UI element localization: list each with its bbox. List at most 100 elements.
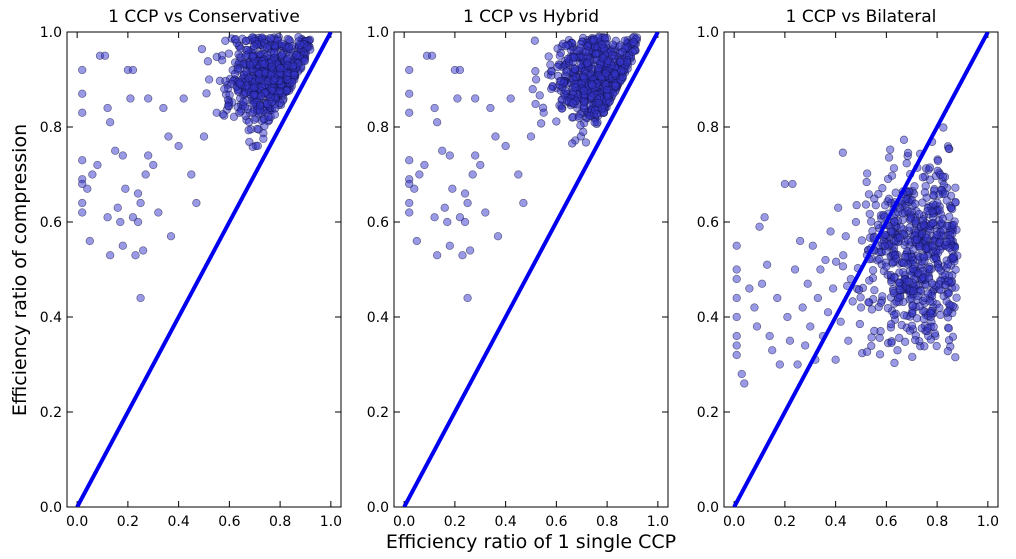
- data-point-cloud: [568, 98, 577, 108]
- data-point-cloud: [570, 64, 579, 73]
- data-point-cloud: [253, 141, 262, 151]
- data-point: [455, 65, 465, 75]
- data-layer: [75, 32, 333, 507]
- data-point-cloud: [898, 209, 907, 218]
- y-tick-label: 0.4: [367, 310, 389, 326]
- data-point-cloud: [927, 279, 937, 288]
- data-point-cloud: [940, 189, 950, 198]
- data-point-cloud: [249, 83, 259, 92]
- data-point: [460, 189, 470, 198]
- data-point: [78, 208, 87, 217]
- data-point: [144, 94, 153, 103]
- data-point-cloud: [597, 40, 607, 49]
- data-point-cloud: [892, 254, 901, 263]
- data-layer: [732, 32, 990, 507]
- data-point: [826, 227, 835, 236]
- data-point-cloud: [224, 49, 234, 58]
- data-point-cloud: [628, 47, 637, 56]
- data-point: [410, 184, 419, 193]
- data-point-cloud: [929, 218, 938, 228]
- data-point-cloud: [906, 213, 915, 222]
- data-point-cloud: [838, 148, 847, 157]
- data-point: [732, 293, 741, 303]
- data-point: [131, 251, 140, 260]
- data-point-cloud: [880, 241, 889, 250]
- data-point: [443, 217, 452, 227]
- data-point-cloud: [876, 298, 886, 307]
- data-point-cloud: [944, 144, 953, 153]
- data-point-cloud: [915, 209, 924, 219]
- data-point-cloud: [890, 217, 899, 226]
- data-point-cloud: [895, 278, 904, 287]
- data-point-cloud: [245, 60, 255, 70]
- data-point: [154, 208, 163, 217]
- data-point-cloud: [935, 303, 944, 312]
- data-point-cloud: [267, 62, 276, 71]
- data-point: [199, 132, 209, 141]
- data-point-cloud: [894, 293, 903, 303]
- data-point-cloud: [951, 265, 960, 274]
- data-point: [519, 198, 528, 208]
- data-point-cloud: [933, 156, 943, 166]
- x-tick-label: 0.4: [167, 514, 189, 530]
- x-tick-label: 0.4: [824, 514, 846, 530]
- data-point: [788, 179, 797, 189]
- data-point-cloud: [951, 353, 960, 362]
- x-tick-label: 1.0: [320, 514, 342, 530]
- data-point-cloud: [865, 209, 874, 219]
- data-point-cloud: [936, 310, 945, 320]
- data-point-cloud: [868, 266, 878, 275]
- data-point-cloud: [583, 58, 592, 67]
- data-point-cloud: [598, 54, 607, 63]
- data-point-cloud: [942, 237, 951, 247]
- data-point-cloud: [919, 314, 928, 324]
- data-point-cloud: [938, 172, 948, 182]
- data-point: [116, 217, 125, 227]
- x-tick-label: 0.6: [218, 514, 240, 530]
- x-tick-label: 0.6: [545, 514, 567, 530]
- data-point-cloud: [218, 56, 227, 65]
- data-point: [133, 217, 143, 227]
- data-point-cloud: [918, 173, 927, 182]
- data-point: [78, 108, 87, 117]
- x-tick-label: 0.0: [66, 514, 88, 530]
- y-tick-label: 0.6: [697, 215, 719, 231]
- data-point-cloud: [865, 276, 874, 285]
- data-point-cloud: [920, 188, 929, 197]
- data-point-cloud: [925, 175, 935, 184]
- data-point-cloud: [248, 108, 258, 117]
- data-layer: [402, 32, 660, 507]
- data-point-cloud: [939, 225, 948, 234]
- data-point-cloud: [949, 220, 958, 230]
- data-point-cloud: [911, 199, 920, 208]
- data-point: [405, 89, 414, 98]
- data-point-cloud: [838, 262, 848, 271]
- data-point: [128, 65, 138, 75]
- data-point-cloud: [589, 35, 598, 45]
- data-point: [405, 208, 414, 217]
- y-tick-label: 1.0: [697, 25, 719, 41]
- data-point: [816, 265, 825, 274]
- y-tick-label: 0.8: [367, 120, 389, 136]
- data-point: [138, 246, 148, 255]
- data-point: [420, 160, 429, 170]
- data-point-cloud: [855, 319, 865, 329]
- data-point: [823, 308, 833, 317]
- data-point: [798, 303, 807, 312]
- x-tick-label: 0.0: [393, 514, 415, 530]
- data-point: [745, 284, 754, 293]
- data-point-cloud: [571, 73, 581, 82]
- data-point-cloud: [951, 198, 960, 207]
- data-point-cloud: [531, 66, 540, 76]
- data-point-cloud: [591, 49, 600, 59]
- data-point-cloud: [884, 153, 894, 162]
- data-point-cloud: [594, 64, 603, 73]
- data-point: [841, 232, 850, 241]
- data-point-cloud: [617, 66, 626, 75]
- data-point-cloud: [260, 59, 269, 68]
- data-point-cloud: [854, 285, 864, 294]
- data-point-cloud: [915, 302, 924, 311]
- data-point-cloud: [902, 159, 911, 168]
- data-point-cloud: [945, 212, 954, 221]
- data-point-cloud: [944, 324, 953, 333]
